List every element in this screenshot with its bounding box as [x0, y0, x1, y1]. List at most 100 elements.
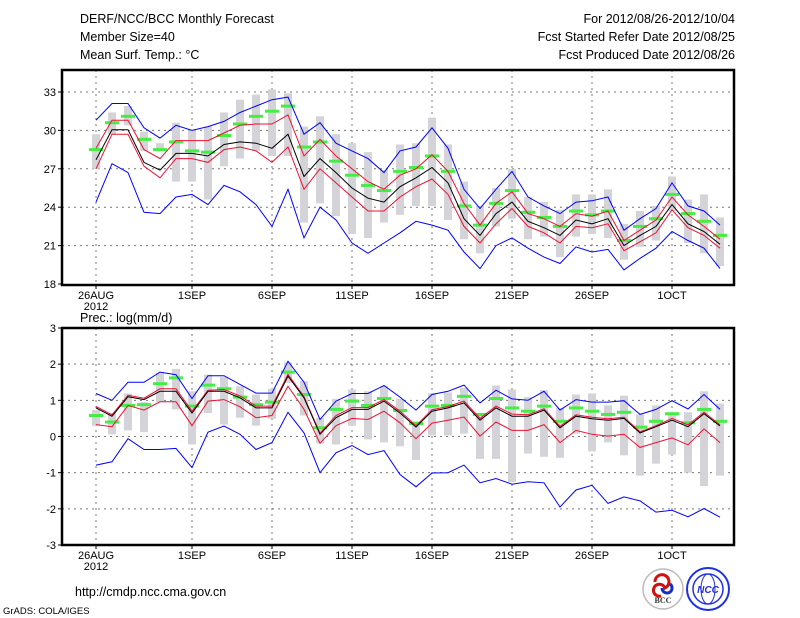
temp-observed-mark	[537, 215, 551, 219]
precip-observed-mark	[473, 412, 487, 416]
temp-range-box	[460, 181, 468, 240]
temp-range-box	[492, 188, 500, 227]
precip-x-tick-label: 26AUG	[78, 550, 114, 562]
temp-observed-mark	[377, 189, 391, 193]
precip-observed-mark	[441, 403, 455, 407]
temp-range-box	[476, 205, 484, 254]
temp-observed-mark	[265, 109, 279, 113]
temp-range-box	[636, 211, 644, 247]
temp-observed-mark	[681, 212, 695, 216]
temp-range-box	[700, 194, 708, 254]
temp-observed-mark	[89, 148, 103, 152]
temp-observed-mark	[345, 173, 359, 177]
temp-range-box	[652, 205, 660, 241]
temp-range-box	[332, 134, 340, 217]
temp-range-box	[380, 170, 388, 223]
temp-range-box	[364, 152, 372, 238]
temp-x-tick-label: 1OCT	[657, 290, 687, 302]
precip-observed-mark	[249, 403, 263, 407]
precip-range-box	[684, 412, 692, 473]
precip-range-box	[204, 374, 212, 413]
precip-range-box	[236, 386, 244, 418]
temp-range-box	[300, 126, 308, 223]
temp-panel-label: Mean Surf. Temp.: °C	[80, 48, 199, 62]
precip-observed-mark	[633, 425, 647, 429]
temp-observed-mark	[185, 149, 199, 153]
precip-y-tick-label: -2	[46, 504, 56, 516]
temp-observed-mark	[233, 122, 247, 126]
precip-observed-mark	[409, 421, 423, 425]
source-url[interactable]: http://cmdp.ncc.cma.gov.cn	[75, 585, 226, 599]
temp-range-box	[604, 189, 612, 238]
precip-upper-line	[95, 373, 721, 435]
precip-observed-mark	[489, 397, 503, 401]
temp-range-box	[316, 116, 324, 204]
temp-observed-mark	[633, 224, 647, 228]
precip-observed-mark	[569, 406, 583, 410]
figure-title: DERF/NCC/BCC Monthly Forecast	[80, 12, 274, 26]
temp-max-line	[95, 96, 721, 231]
precip-x-tick-label: 6SEP	[258, 550, 286, 562]
precip-lower-line	[95, 385, 721, 448]
temp-observed-mark	[505, 189, 519, 193]
temp-x-tick-label: 26SEP	[575, 290, 609, 302]
temp-x-tick-label: 1SEP	[178, 290, 206, 302]
precip-range-box	[332, 398, 340, 445]
precip-observed-mark	[521, 409, 535, 413]
precip-x-tick-label: 1OCT	[657, 550, 687, 562]
precip-range-box	[124, 393, 132, 431]
precip-range-box	[380, 386, 388, 443]
temp-plot-frame	[60, 68, 736, 287]
temp-observed-mark	[249, 114, 263, 118]
temp-y-tick-label: 33	[44, 87, 56, 99]
temp-observed-mark	[393, 169, 407, 173]
precip-observed-mark	[169, 376, 183, 380]
precip-observed-mark	[617, 410, 631, 414]
precip-range-box	[316, 417, 324, 444]
precip-x-tick-label: 16SEP	[415, 550, 449, 562]
precip-observed-mark	[553, 419, 567, 423]
precip-range-box	[140, 402, 148, 433]
temp-x-tick-label: 21SEP	[495, 290, 529, 302]
temp-observed-mark	[665, 192, 679, 196]
temp-range-box	[556, 209, 564, 258]
temp-range-box	[140, 131, 148, 151]
precip-observed-mark	[345, 399, 359, 403]
temp-observed-mark	[585, 213, 599, 217]
temp-range-box	[284, 93, 292, 156]
precip-range-box	[668, 412, 676, 455]
precip-observed-mark	[697, 407, 711, 411]
temp-range-box	[508, 168, 516, 219]
temp-observed-mark	[329, 159, 343, 163]
precip-range-box	[604, 405, 612, 443]
temp-range-box	[684, 199, 692, 244]
temp-range-box	[220, 112, 228, 167]
temp-range-box	[156, 143, 164, 151]
ncc-logo: NCC	[686, 567, 730, 611]
precip-range-box	[572, 394, 580, 434]
precip-range-box	[428, 393, 436, 436]
temp-range-box	[204, 126, 212, 200]
temp-range-box	[172, 122, 180, 182]
precip-range-box	[588, 393, 596, 452]
temp-observed-mark	[153, 148, 167, 152]
precip-observed-mark	[649, 419, 663, 423]
temp-observed-mark	[297, 145, 311, 149]
precip-range-box	[540, 390, 548, 457]
temp-range-box	[412, 143, 420, 206]
temp-observed-mark	[409, 166, 423, 170]
temp-mean-line	[95, 129, 721, 247]
precip-range-box	[252, 394, 260, 426]
temp-observed-mark	[105, 121, 119, 125]
temp-range-box	[572, 194, 580, 237]
bcc-logo: BCC	[642, 568, 684, 610]
temp-observed-mark	[457, 204, 471, 208]
temp-y-tick-label: 30	[44, 125, 56, 137]
precip-range-box	[92, 410, 100, 426]
member-size: Member Size=40	[80, 30, 175, 44]
precip-range-box	[508, 389, 516, 483]
precip-range-box	[556, 407, 564, 458]
